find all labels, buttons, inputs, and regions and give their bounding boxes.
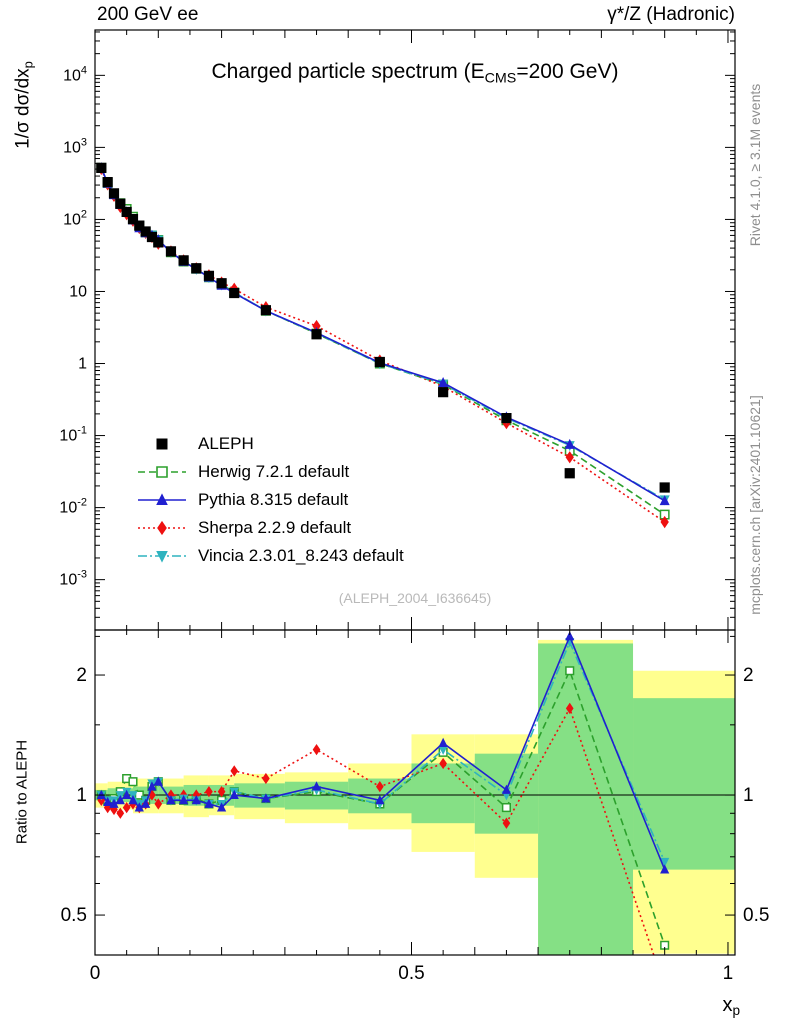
svg-text:2: 2 [76,665,87,686]
svg-text:1: 1 [78,356,87,373]
svg-text:10-1: 10-1 [59,425,87,445]
svg-text:0.5: 0.5 [398,963,424,984]
svg-text:0.5: 0.5 [743,905,769,926]
ratio-y-axis-ticks [95,635,735,916]
main-panel-frame [94,29,736,631]
svg-text:10-2: 10-2 [59,497,87,517]
green-band-segment [411,763,475,824]
green-band-segment [538,643,634,955]
green-band-segment [633,698,735,870]
svg-text:102: 102 [63,208,87,228]
svg-text:0: 0 [90,963,101,984]
main-series-aleph [96,162,670,493]
svg-text:1: 1 [76,785,87,806]
main-y-axis-tick-labels: 10-3 10-2 10-1 1 10 102 103 104 [59,64,87,588]
svg-text:1: 1 [743,785,754,806]
svg-text:10: 10 [69,283,87,300]
x-axis-tick-labels: 0 0.5 1 [90,963,734,984]
x-axis-ticks [94,30,729,955]
svg-text:103: 103 [63,136,87,156]
svg-text:0.5: 0.5 [61,905,87,926]
ratio-panel-frame [94,629,736,956]
svg-text:1: 1 [723,963,734,984]
main-series-sherpa [97,162,669,529]
main-series-pythia [96,162,670,506]
svg-text:104: 104 [63,64,87,84]
ratio-y-axis-tick-labels: 0.5 0.5 1 1 2 2 [61,665,770,926]
svg-text:2: 2 [743,665,754,686]
svg-text:10-3: 10-3 [59,569,87,589]
main-y-axis-ticks [95,31,735,618]
